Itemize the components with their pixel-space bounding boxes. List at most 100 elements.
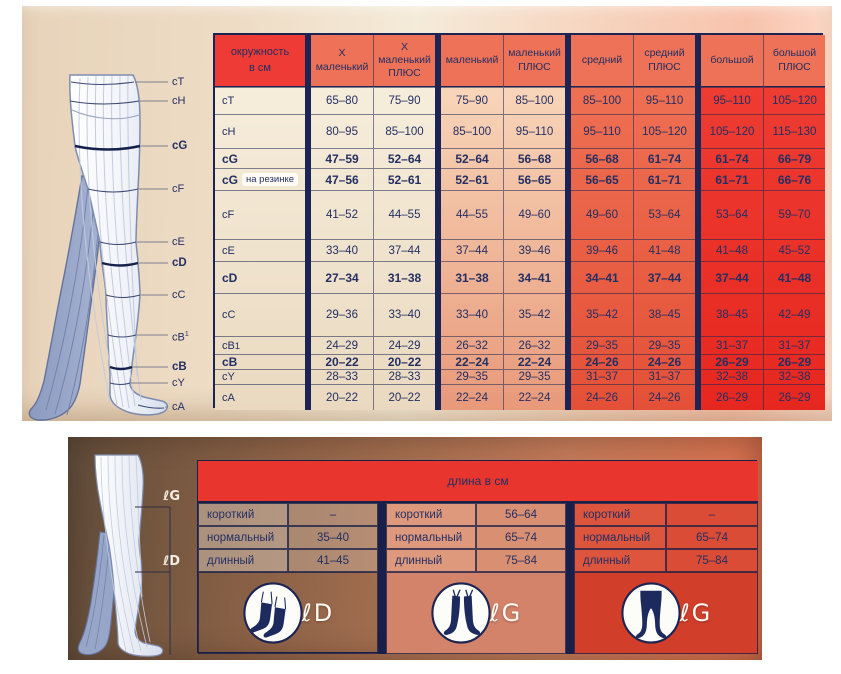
length-row-label: длинный — [386, 549, 476, 572]
size-value-cell: 95–110 — [571, 114, 633, 148]
size-value-cell: 80–95 — [311, 114, 373, 148]
size-value-cell: 61–74 — [633, 148, 695, 168]
size-value-cell: 38–45 — [701, 293, 763, 336]
leg-label-text: cD — [172, 257, 187, 269]
size-value-cell: 31–37 — [763, 336, 825, 354]
size-value-cell: 26–29 — [701, 384, 763, 410]
size-value-cell: 52–61 — [441, 168, 503, 190]
leg-label-cc: cC — [172, 288, 216, 302]
column-separator — [305, 35, 311, 410]
size-value-cell: 33–40 — [373, 293, 435, 336]
leg-measurement-illustration — [28, 74, 169, 421]
size-value-cell: 35–42 — [503, 293, 565, 336]
measure-code: cG — [222, 172, 239, 187]
size-value-cell: 29–35 — [571, 336, 633, 354]
measure-code: cF — [222, 209, 235, 221]
size-value-cell: 105–120 — [701, 114, 763, 148]
size-value-cell: 47–56 — [311, 168, 373, 190]
size-value-cell: 47–59 — [311, 148, 373, 168]
leg-label-cb: cB — [172, 360, 216, 374]
size-value-cell: 49–60 — [503, 190, 565, 239]
circumference-size-table: окружность в см X маленький X маленький ПЛ… — [213, 33, 825, 410]
size-column-header: большой — [701, 35, 763, 87]
size-value-cell: 75–90 — [441, 87, 503, 114]
length-table-header: длина в см — [198, 461, 758, 503]
label-connector-lines — [131, 81, 168, 408]
leg-label-cd: cD — [172, 256, 216, 270]
measure-code-sup: 1 — [234, 340, 240, 351]
row-label-cy: cY — [215, 369, 305, 384]
size-value-cell: 85–100 — [373, 114, 435, 148]
size-column-header: большой ПЛЮС — [763, 35, 825, 87]
size-value-cell: 39–46 — [503, 239, 565, 261]
size-value-cell: 44–55 — [373, 190, 435, 239]
row-label-ca: cA — [215, 384, 305, 410]
size-value-cell: 28–33 — [311, 369, 373, 384]
size-column-header: маленький ПЛЮС — [503, 35, 565, 87]
size-value-cell: 56–65 — [503, 168, 565, 190]
product-length-code: ℓG — [489, 599, 523, 627]
size-value-cell: 61–71 — [633, 168, 695, 190]
row-label-cf: cF — [215, 190, 305, 239]
size-value-cell: 29–36 — [311, 293, 373, 336]
size-value-cell: 35–42 — [571, 293, 633, 336]
product-length-code: ℓD — [301, 599, 335, 627]
size-value-cell: 26–29 — [763, 384, 825, 410]
row-note: на резинке — [242, 173, 298, 186]
size-value-cell: 24–29 — [311, 336, 373, 354]
size-value-cell: 95–110 — [503, 114, 565, 148]
size-value-cell: 44–55 — [441, 190, 503, 239]
tights-icon — [621, 582, 681, 644]
row-label-cb: cB — [215, 354, 305, 369]
size-value-cell: 22–24 — [441, 354, 503, 369]
size-column-header: средний — [571, 35, 633, 87]
size-value-cell: 20–22 — [373, 354, 435, 369]
size-value-cell: 20–22 — [373, 384, 435, 410]
size-value-cell: 95–110 — [701, 87, 763, 114]
length-row-label: нормальный — [198, 526, 288, 549]
size-value-cell: 95–110 — [633, 87, 695, 114]
size-value-cell: 31–38 — [441, 261, 503, 293]
size-value-cell: 37–44 — [633, 261, 695, 293]
size-value-cell: 37–44 — [441, 239, 503, 261]
measurement-lines — [69, 81, 165, 409]
column-separator — [695, 35, 701, 410]
length-label-lD: ℓD — [163, 554, 180, 569]
length-value-cell: 65–74 — [476, 526, 566, 549]
size-value-cell: 37–44 — [701, 261, 763, 293]
leg-label-sup: 1 — [184, 331, 189, 338]
size-value-cell: 61–74 — [701, 148, 763, 168]
size-value-cell: 34–41 — [503, 261, 565, 293]
length-value-cell: 41–45 — [288, 549, 378, 572]
length-row-label: нормальный — [574, 526, 666, 549]
size-value-cell: 52–64 — [373, 148, 435, 168]
size-value-cell: 28–33 — [373, 369, 435, 384]
size-column-header: X маленький ПЛЮС — [373, 35, 435, 87]
size-value-cell: 32–38 — [701, 369, 763, 384]
size-value-cell: 66–79 — [763, 148, 825, 168]
column-separator — [435, 35, 441, 410]
size-value-cell: 39–46 — [571, 239, 633, 261]
size-value-cell: 27–34 — [311, 261, 373, 293]
leg-label-ch: cH — [172, 94, 216, 108]
size-value-cell: 20–22 — [311, 384, 373, 410]
size-value-cell: 24–26 — [633, 354, 695, 369]
label-column-backdrop — [215, 87, 305, 410]
leg-label-cy: cY — [172, 376, 216, 390]
length-value-cell: 75–84 — [666, 549, 758, 572]
size-value-cell: 22–24 — [503, 384, 565, 410]
leg-label-cf: cF — [172, 182, 216, 196]
length-value-cell: 56–64 — [476, 503, 566, 526]
size-value-cell: 52–64 — [441, 148, 503, 168]
leg-label-text: cC — [172, 289, 186, 301]
size-value-cell: 41–48 — [633, 239, 695, 261]
row-label-cd: cD — [215, 261, 305, 293]
leg-label-cb1: cB1 — [172, 328, 216, 345]
size-value-cell: 24–26 — [571, 354, 633, 369]
circumference-chart-panel: cT cH cG cF cE cD cC cB1 cB cY cA окружность в см X… — [22, 6, 832, 421]
leg-label-text: cB — [172, 361, 187, 373]
size-value-cell: 85–100 — [503, 87, 565, 114]
size-value-cell: 24–26 — [633, 384, 695, 410]
row-label-cg-rez: cG на резинке — [215, 168, 305, 190]
leg-label-text: cY — [172, 377, 185, 389]
